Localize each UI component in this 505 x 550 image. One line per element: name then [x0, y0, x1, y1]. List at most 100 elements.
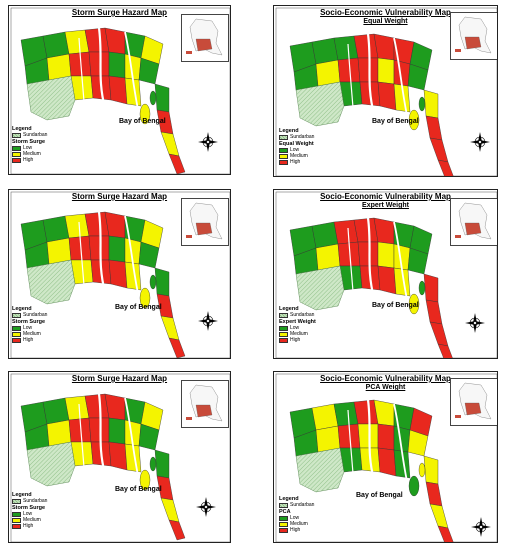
sundarban-area	[295, 265, 345, 311]
legend: Legend Sundarban Expert Weight Low Mediu…	[279, 306, 316, 343]
river	[97, 27, 115, 139]
high-swatch	[12, 157, 21, 163]
district-r-e6	[154, 83, 170, 113]
river	[97, 393, 115, 505]
district-r-c4	[88, 235, 110, 261]
district-r-w2	[311, 37, 339, 65]
district-r-w2	[42, 31, 70, 59]
district-r-e8	[160, 497, 180, 523]
locator-inset	[181, 380, 229, 428]
district-r-c8	[108, 441, 128, 471]
district-r-c5	[108, 417, 126, 445]
bay-label: Bay of Bengal	[115, 486, 162, 493]
map-canvas	[275, 373, 497, 542]
river	[78, 403, 86, 481]
low-swatch	[279, 325, 288, 331]
district-r-c4	[88, 51, 110, 77]
panel-subtitle: Expert Weight	[362, 202, 409, 209]
legend-low-label: Low	[23, 511, 33, 517]
district-r-c8	[108, 75, 128, 105]
district-r-c8	[377, 447, 397, 477]
legend-heading: Legend	[279, 306, 299, 312]
legend-heading: Legend	[279, 496, 299, 502]
district-r-w5	[315, 59, 341, 87]
district-r-c4	[357, 57, 379, 83]
sundarban-area	[26, 441, 76, 487]
locator-inset	[450, 12, 497, 60]
map-panel-storm-surge-1: Storm Surge Hazard Map Bay of Bengal Leg…	[8, 5, 231, 175]
map-panel-storm-surge-2: Storm Surge Hazard Map Bay of Bengal Leg…	[8, 189, 231, 359]
sundarban-area	[295, 447, 345, 493]
north-arrow-icon	[195, 496, 217, 518]
district-r-w5	[315, 243, 341, 271]
legend-sundarban-label: Sundarban	[290, 134, 315, 140]
legend: Legend Sundarban Storm Surge Low Medium …	[12, 492, 47, 529]
panel-title: Storm Surge Hazard Map	[71, 374, 168, 383]
district-r-c4	[88, 417, 110, 443]
legend-high-label: High	[23, 523, 34, 529]
sundarban-area	[26, 259, 76, 305]
district-r-w5	[315, 425, 341, 453]
legend-medium-label: Medium	[23, 151, 41, 157]
district-r-c5	[377, 423, 395, 451]
north-arrow-icon	[197, 131, 219, 153]
regions-layer	[289, 33, 454, 176]
high-swatch	[279, 159, 288, 165]
locator-inset	[450, 378, 497, 426]
district-r-e8	[160, 131, 180, 157]
district-r-e6	[423, 455, 439, 485]
panel-title: Socio-Economic Vulnerability Map	[320, 374, 451, 383]
legend-low-label: Low	[290, 147, 300, 153]
map-frame	[275, 191, 497, 358]
island	[139, 287, 151, 309]
district-r-w5	[46, 419, 72, 447]
district-r-e6	[423, 273, 439, 303]
district-r-e6	[154, 267, 170, 297]
district-r-e6	[423, 89, 439, 119]
map-canvas	[275, 191, 497, 358]
district-r-c5	[108, 51, 126, 79]
sundarban-area	[26, 75, 76, 121]
river	[97, 211, 115, 323]
map-panel-storm-surge-3: Storm Surge Hazard Map Bay of Bengal Leg…	[8, 371, 231, 543]
district-r-e5	[124, 443, 142, 473]
map-panel-equal-weight: Socio-Economic Vulnerability Map Equal W…	[273, 5, 498, 177]
district-r-e5	[393, 83, 411, 113]
sundarban-area	[295, 81, 345, 127]
river	[124, 215, 140, 299]
legend-heading: Legend	[12, 492, 32, 498]
coastal-strip	[437, 159, 454, 176]
district-r-w5	[46, 53, 72, 81]
district-r-w3	[64, 29, 90, 55]
sundarban-swatch	[12, 312, 21, 318]
river	[393, 403, 409, 487]
map-frame	[275, 7, 497, 176]
river	[393, 221, 409, 305]
locator-map	[455, 16, 492, 54]
legend-category: Storm Surge	[12, 505, 46, 511]
district-r-w3	[333, 219, 359, 245]
bay-label: Bay of Bengal	[115, 304, 162, 311]
legend-category: Storm Surge	[12, 319, 46, 325]
legend: Legend Sundarban Storm Surge Low Medium …	[12, 306, 47, 343]
panel-title: Storm Surge Hazard Map	[71, 192, 168, 201]
district-r-c4	[357, 423, 379, 449]
island	[149, 90, 157, 106]
sundarban-swatch	[12, 498, 21, 504]
legend-high-label: High	[290, 337, 301, 343]
panel-title: Socio-Economic Vulnerability Map	[320, 192, 451, 201]
island	[149, 456, 157, 472]
district-r-e7	[425, 299, 443, 325]
legend-category: PCA	[279, 509, 291, 515]
sundarban-swatch	[279, 502, 288, 508]
district-r-w3	[333, 35, 359, 61]
panel-title: Storm Surge Hazard Map	[71, 8, 168, 17]
bay-label: Bay of Bengal	[119, 118, 166, 125]
legend: Legend Sundarban Storm Surge Low Medium …	[12, 126, 47, 163]
map-canvas	[10, 373, 230, 542]
legend-sundarban-label: Sundarban	[290, 502, 315, 508]
sundarban-swatch	[279, 312, 288, 318]
locator-map	[186, 384, 223, 422]
regions-layer	[289, 399, 454, 542]
coastal-strip	[437, 525, 454, 542]
